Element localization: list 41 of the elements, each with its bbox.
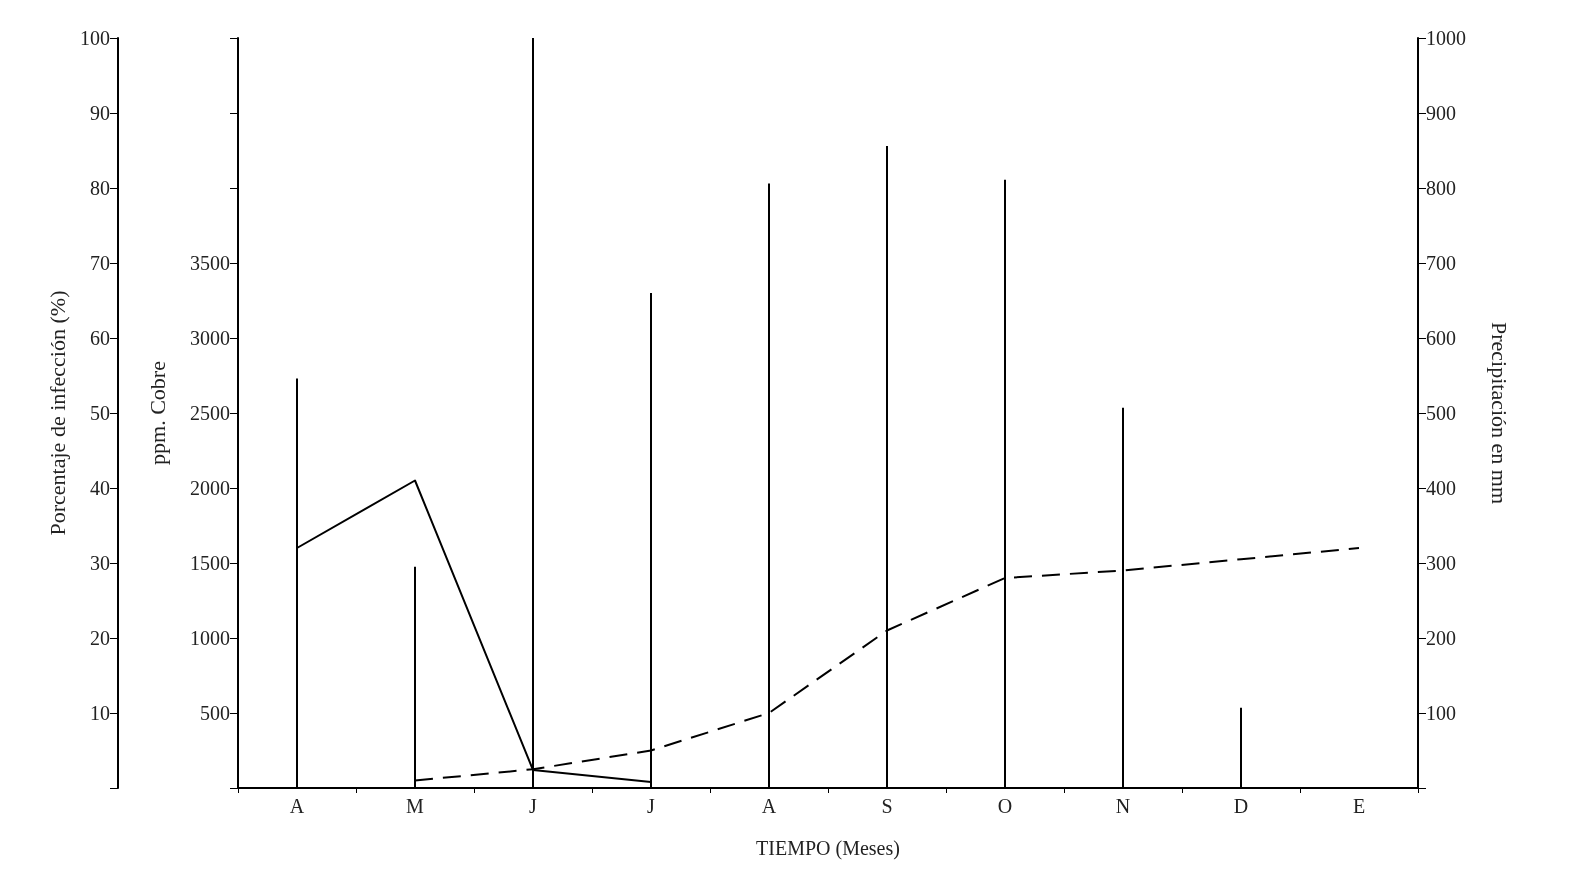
x-tick-label: J [647, 795, 656, 817]
y2-tick-label: 400 [1426, 477, 1456, 499]
y2-tick-label: 200 [1426, 627, 1456, 649]
y-tick-label: 500 [200, 702, 230, 724]
y2-tick-label: 600 [1426, 327, 1456, 349]
x-axis-title: TIEMPO (Meses) [756, 837, 900, 860]
y3-tick-label: 70 [90, 252, 110, 274]
y2-tick-label: 700 [1426, 252, 1456, 274]
y2-axis-title: Precipitación en mm [1486, 321, 1512, 505]
y3-tick-label: 30 [90, 552, 110, 574]
x-tick-label: E [1352, 795, 1366, 817]
x-tick-label: J [529, 795, 538, 817]
y2-tick-label: 900 [1426, 102, 1456, 124]
x-tick-label: A [289, 795, 305, 817]
x-tick-label: N [1115, 795, 1131, 817]
y3-tick-label: 10 [90, 702, 110, 724]
y2-tick-label: 100 [1426, 702, 1456, 724]
y3-tick-label: 60 [90, 327, 110, 349]
y3-tick-label: 90 [90, 102, 110, 124]
y2-tick-label: 800 [1426, 177, 1456, 199]
y-tick-label: 2500 [190, 402, 230, 424]
y-tick-label: 1000 [190, 627, 230, 649]
y3-tick-label: 40 [90, 477, 110, 499]
x-tick-label: A [761, 795, 777, 817]
y-tick-label: 3500 [190, 252, 230, 274]
y-tick-label: 3000 [190, 327, 230, 349]
x-tick-label: S [881, 795, 893, 817]
x-tick-label: D [1233, 795, 1249, 817]
y3-tick-label: 80 [90, 177, 110, 199]
y2-tick-label: 300 [1426, 552, 1456, 574]
y2-tick-label: 1000 [1426, 27, 1466, 49]
y3-tick-label: 20 [90, 627, 110, 649]
x-tick-label: O [997, 795, 1013, 817]
x-tick-label: M [406, 795, 425, 817]
y2-tick-label: 500 [1426, 402, 1456, 424]
y3-tick-label: 50 [90, 402, 110, 424]
y3-axis-title: Porcentaje de infección (%) [44, 290, 70, 536]
y3-tick-label: 100 [80, 27, 110, 49]
y-tick-label: 1500 [190, 552, 230, 574]
y-tick-label: 2000 [190, 477, 230, 499]
y-axis-title: ppm. Cobre [144, 361, 170, 465]
